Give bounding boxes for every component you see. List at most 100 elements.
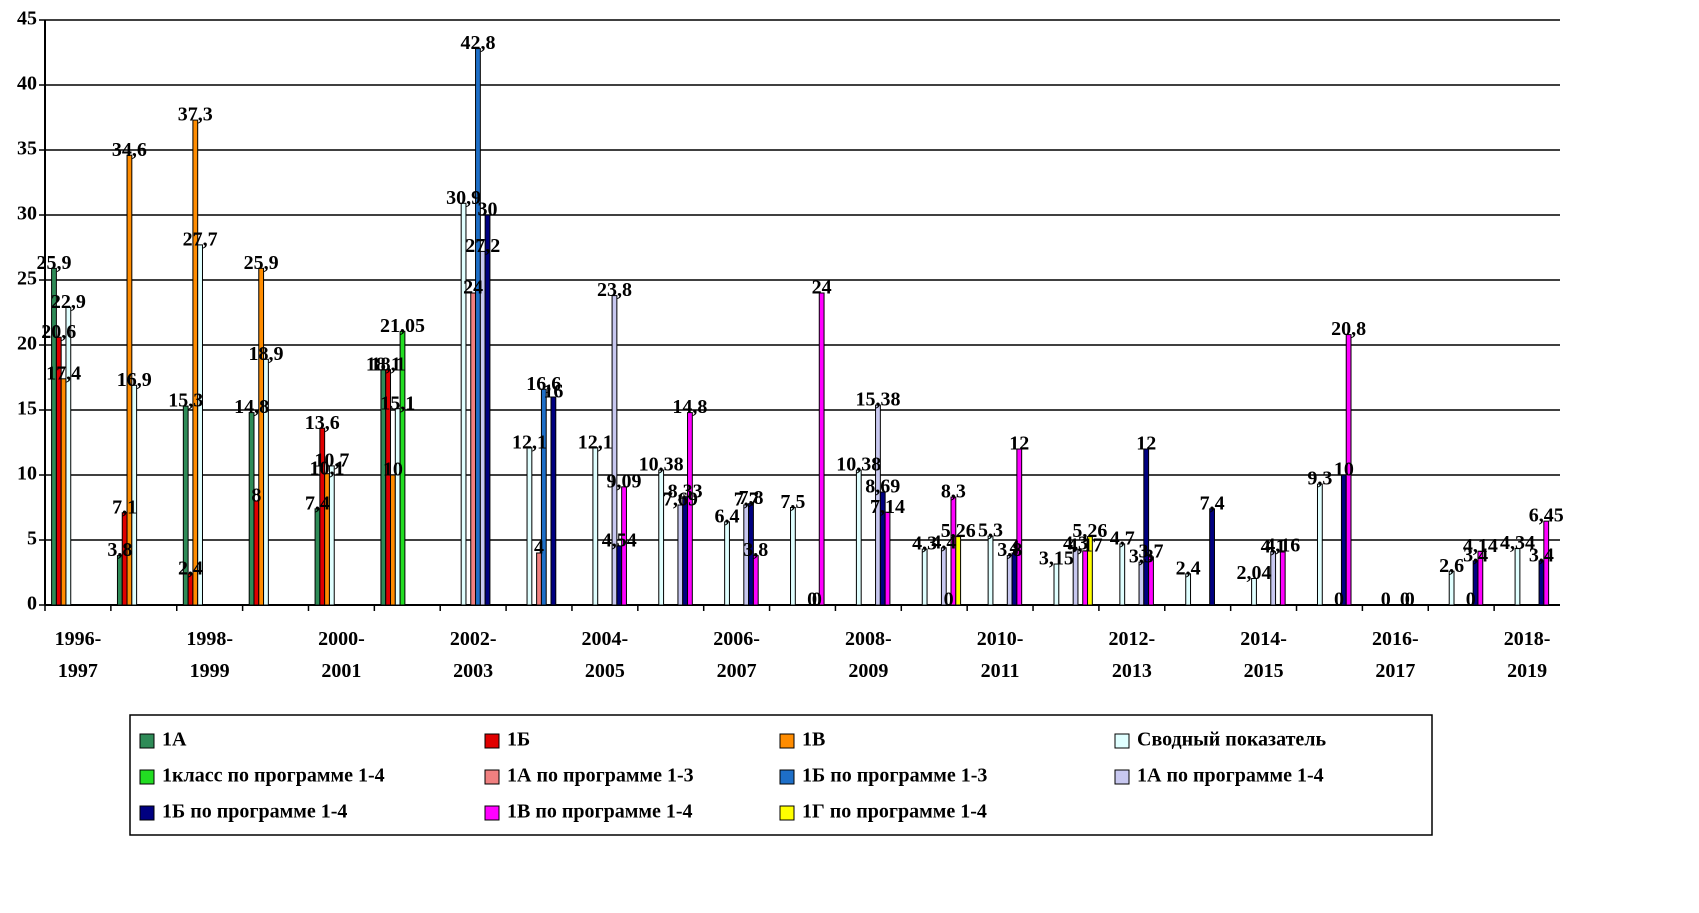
data-label: 9,09 (607, 470, 642, 492)
y-tick-label: 0 (27, 593, 37, 615)
data-label: 6,45 (1529, 505, 1564, 527)
bar (314, 508, 321, 606)
x-tick-label: 2018- 2019 (1504, 628, 1551, 682)
data-label: 2,4 (178, 557, 203, 579)
data-label: 10,7 (314, 449, 349, 471)
data-label: 12,1 (578, 431, 613, 453)
bar (253, 500, 260, 606)
data-label: 4,54 (602, 530, 637, 552)
data-label: 37,3 (178, 104, 213, 126)
data-label: 3,8 (743, 539, 768, 561)
x-tick-line: 2006- (713, 628, 760, 650)
data-label: 4,1 (1261, 535, 1286, 557)
data-label: 16,6 (526, 373, 561, 395)
bar (940, 547, 947, 606)
legend-swatch (779, 769, 795, 785)
data-label: 7,5 (780, 491, 805, 513)
x-tick-line: 2016- (1372, 628, 1419, 650)
bar (955, 536, 962, 606)
legend-label: 1В по программе 1-4 (507, 801, 693, 823)
data-label: 7,8 (739, 487, 764, 509)
bar (752, 555, 759, 606)
y-tick-label: 40 (17, 73, 37, 95)
bar (611, 295, 618, 606)
data-label: 12,1 (512, 431, 547, 453)
bar (460, 202, 467, 606)
bar (182, 405, 189, 606)
legend-swatch (1114, 733, 1130, 749)
data-label: 4,16 (1265, 535, 1300, 557)
bar (1087, 536, 1093, 606)
data-label: 3,15 (1039, 548, 1074, 570)
bar (987, 535, 994, 606)
bar (1053, 563, 1060, 606)
data-label: 12 (1136, 433, 1156, 455)
bar (1082, 550, 1089, 606)
data-label: 5,26 (1072, 520, 1107, 542)
x-tick-label: 2012- 2013 (1109, 628, 1156, 682)
data-label: 13,6 (305, 412, 340, 434)
x-tick-line: 2011 (981, 660, 1020, 682)
bar (790, 507, 796, 606)
data-label: 21,05 (380, 315, 425, 337)
data-label: 3,3 (1129, 546, 1154, 568)
data-label: 23,8 (597, 279, 632, 301)
data-label: 10,38 (639, 454, 684, 476)
y-tick-label: 30 (17, 203, 37, 225)
bar (592, 447, 599, 606)
x-tick-line: 2004- (582, 628, 629, 650)
data-label: 2,6 (1439, 555, 1464, 577)
bar (687, 412, 693, 606)
data-label: 4,17 (1068, 534, 1103, 556)
data-label: 10 (1334, 459, 1354, 481)
data-label: 9,3 (1307, 468, 1332, 490)
data-label: 20,8 (1331, 318, 1366, 340)
bar (116, 555, 123, 606)
bar (1448, 570, 1455, 606)
data-label: 3,8 (997, 539, 1022, 561)
y-tick-label: 10 (17, 463, 37, 485)
data-label: 15,38 (855, 389, 900, 411)
x-tick-line: 2013 (1112, 660, 1152, 682)
data-label: 27,7 (183, 228, 218, 250)
data-label: 34,6 (112, 139, 147, 161)
data-label: 25,9 (244, 252, 279, 274)
data-label: 30 (478, 199, 498, 221)
data-label: 15,1 (380, 392, 415, 414)
data-label: 8,69 (865, 476, 900, 498)
data-label: 7,69 (663, 489, 698, 511)
data-label: 7,14 (870, 496, 905, 518)
bar (51, 267, 57, 606)
legend-swatch (779, 805, 795, 821)
bar (536, 552, 542, 606)
legend-label: 1класс по программе 1-4 (162, 765, 385, 787)
bar (1538, 560, 1545, 606)
x-tick-label: 2014- 2015 (1240, 628, 1287, 682)
x-tick-line: 2008- (845, 628, 892, 650)
x-tick-line: 2001 (321, 660, 361, 682)
x-tick-label: 2010- 2011 (977, 628, 1024, 682)
bar (248, 412, 255, 606)
data-label: 5,3 (978, 520, 1003, 542)
data-label: 24 (812, 277, 832, 299)
legend-label: 1А по программе 1-4 (1137, 765, 1324, 787)
legend-label: 1Б (507, 729, 530, 751)
y-tick-label: 45 (17, 8, 37, 30)
y-tick-label: 25 (17, 268, 37, 290)
bar (1316, 483, 1323, 606)
bar (677, 504, 684, 606)
legend-label: 1Г по программе 1-4 (802, 801, 987, 823)
bar (1543, 520, 1550, 606)
y-tick-label: 35 (17, 138, 37, 160)
bar (394, 408, 401, 606)
bar (65, 306, 72, 606)
bar (1279, 550, 1286, 606)
bar (658, 469, 665, 606)
legend-label: Сводный показатель (1137, 729, 1326, 751)
x-tick-label: 2006- 2007 (713, 628, 760, 682)
legend-label: 1А (162, 729, 187, 751)
bar (818, 292, 825, 606)
data-label: 10,38 (836, 454, 881, 476)
x-tick-line: 2000- (318, 628, 365, 650)
bar (540, 388, 547, 606)
